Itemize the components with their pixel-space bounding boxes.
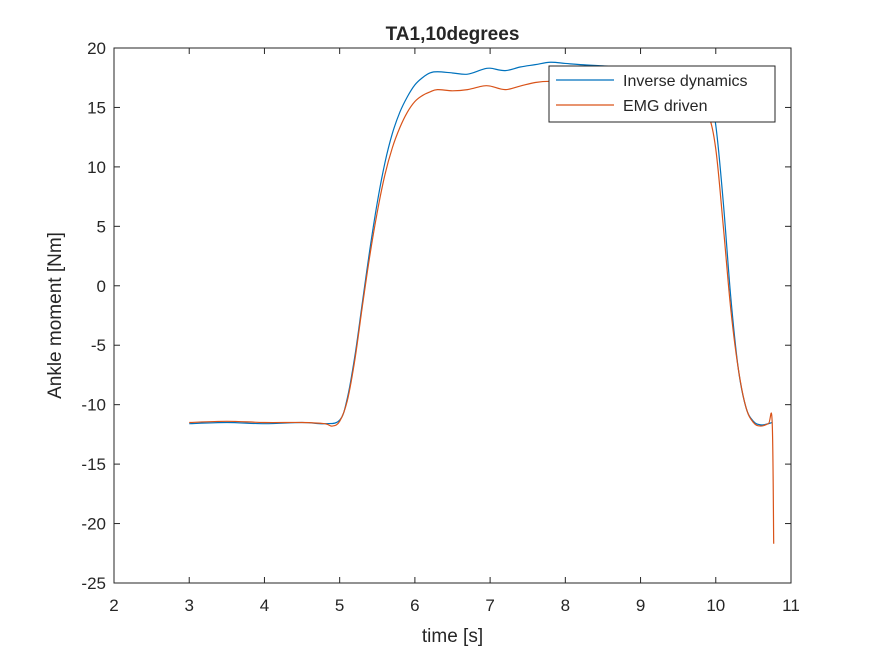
- y-tick-label: -25: [81, 574, 106, 593]
- x-tick-label: 11: [782, 596, 800, 615]
- y-tick-label: 15: [87, 98, 106, 117]
- x-tick-label: 9: [636, 596, 645, 615]
- series-lines: [189, 61, 775, 544]
- x-tick-label: 2: [109, 596, 118, 615]
- x-tick-label: 7: [485, 596, 494, 615]
- x-tick-label: 5: [335, 596, 344, 615]
- y-tick-label: -20: [81, 515, 106, 534]
- x-tick-label: 3: [184, 596, 193, 615]
- y-tick-label: -15: [81, 455, 106, 474]
- axis-ticks: 2 3 4 5 6 7 8 9 10 11 20 15 10 5 0 -5 -10 -15 -20 -25: [81, 39, 799, 615]
- legend-box: [548, 65, 776, 123]
- legend-label-emg-driven: EMG driven: [623, 98, 707, 115]
- x-tick-label: 10: [706, 596, 725, 615]
- y-tick-label: -5: [91, 336, 106, 355]
- legend: Inverse dynamics EMG driven: [548, 65, 776, 123]
- x-axis-label: time [s]: [422, 626, 483, 647]
- plot-area: [113, 47, 792, 584]
- legend-label-inverse-dynamics: Inverse dynamics: [623, 73, 748, 90]
- y-tick-label: -10: [81, 396, 106, 415]
- y-axis-label: Ankle moment [Nm]: [45, 232, 66, 399]
- chart-title: TA1,10degrees: [386, 24, 520, 45]
- x-tick-label: 6: [410, 596, 419, 615]
- y-tick-label: 10: [87, 158, 106, 177]
- y-tick-label: 0: [97, 277, 106, 296]
- x-tick-label: 4: [260, 596, 269, 615]
- series-line-emg-driven: [189, 80, 775, 544]
- x-tick-label: 8: [561, 596, 570, 615]
- y-tick-label: 20: [87, 39, 106, 58]
- y-tick-label: 5: [97, 217, 106, 236]
